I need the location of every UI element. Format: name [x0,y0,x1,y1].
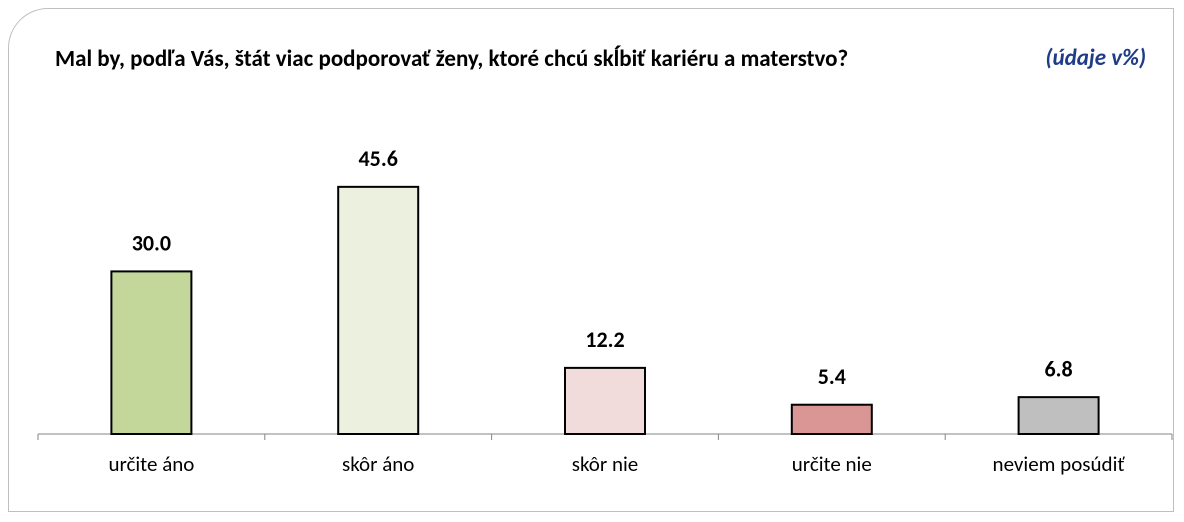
bar [564,366,646,436]
chart-subtitle: (údaje v%) [1045,44,1146,72]
x-tick-label: skôr nie [572,451,639,477]
data-label: 30.0 [132,230,171,257]
bar [790,403,873,435]
data-label: 5.4 [818,363,846,390]
x-tick-label: určite áno [108,451,194,477]
data-label: 45.6 [359,145,398,172]
x-tick-label: skôr áno [342,451,414,477]
x-tick-label: určite nie [792,451,872,477]
bar [1017,396,1100,436]
bar [337,185,420,435]
data-label: 12.2 [585,326,624,353]
bar [110,270,193,435]
chart-title: Mal by, podľa Vás, štát viac podporovať … [55,45,849,73]
data-label: 6.8 [1045,355,1073,382]
x-tick-label: neviem posúdiť [993,451,1126,477]
chart-frame [8,8,1174,512]
